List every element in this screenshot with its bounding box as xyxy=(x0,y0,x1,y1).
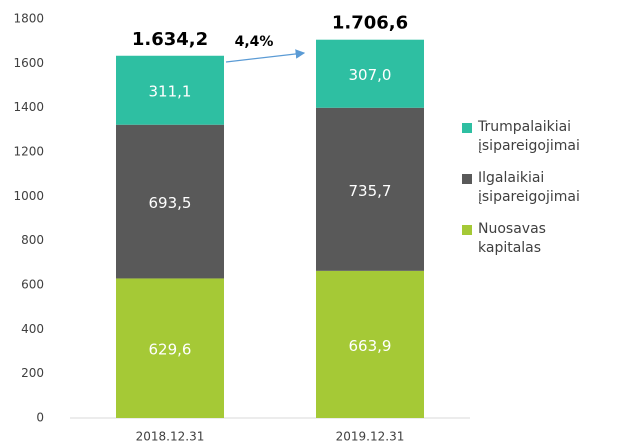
x-tick-label: 2019.12.31 xyxy=(336,430,405,444)
legend-item: Trumpalaikiai įsipareigojimai xyxy=(462,118,612,156)
bar-segment xyxy=(316,39,424,108)
y-tick-label: 800 xyxy=(21,233,44,247)
y-tick-label: 1600 xyxy=(13,56,44,70)
y-tick-label: 600 xyxy=(21,278,44,292)
x-tick-label: 2018.12.31 xyxy=(136,430,205,444)
y-tick-label: 200 xyxy=(21,366,44,380)
value-label: 735,7 xyxy=(349,182,392,200)
y-tick-label: 1200 xyxy=(13,145,44,159)
legend-label: Nuosavas kapitalas xyxy=(478,221,546,256)
bar-segment xyxy=(316,107,424,271)
y-tick-label: 1000 xyxy=(13,189,44,203)
growth-label: 4,4% xyxy=(235,34,274,50)
bar-segment xyxy=(116,278,224,418)
value-label: 663,9 xyxy=(349,337,392,355)
y-tick-label: 1400 xyxy=(13,100,44,114)
legend-swatch xyxy=(462,174,472,184)
total-label: 1.634,2 xyxy=(132,29,208,50)
value-label: 693,5 xyxy=(149,194,192,212)
y-tick-label: 0 xyxy=(36,411,44,425)
y-tick-label: 1800 xyxy=(13,12,44,26)
value-label: 307,0 xyxy=(349,66,392,84)
value-label: 311,1 xyxy=(149,83,192,101)
growth-arrow xyxy=(225,49,306,63)
legend-label: Trumpalaikiai įsipareigojimai xyxy=(478,119,580,154)
legend-swatch xyxy=(462,123,472,133)
legend-item: Nuosavas kapitalas xyxy=(462,220,612,258)
bar-segment xyxy=(116,55,224,125)
bar-segment xyxy=(116,124,224,279)
legend: Trumpalaikiai įsipareigojimai Ilgalaikiai… xyxy=(462,118,612,271)
value-label: 629,6 xyxy=(149,341,192,359)
y-tick-label: 400 xyxy=(21,322,44,336)
legend-label: Ilgalaikiai įsipareigojimai xyxy=(478,170,580,205)
bar-segment xyxy=(316,270,424,418)
legend-item: Ilgalaikiai įsipareigojimai xyxy=(462,169,612,207)
total-label: 1.706,6 xyxy=(332,13,408,34)
legend-swatch xyxy=(462,225,472,235)
